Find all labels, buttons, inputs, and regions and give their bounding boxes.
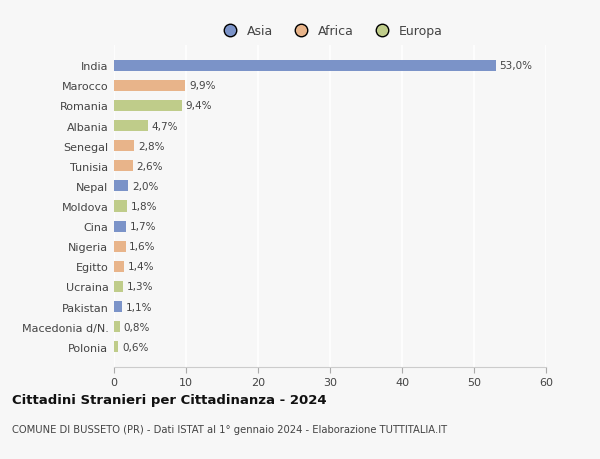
Bar: [114, 221, 126, 232]
Text: 0,8%: 0,8%: [124, 322, 150, 332]
Bar: [114, 81, 185, 92]
Text: 1,8%: 1,8%: [131, 202, 157, 212]
Text: 1,6%: 1,6%: [129, 242, 155, 252]
Bar: [114, 141, 134, 152]
Text: 2,0%: 2,0%: [132, 181, 158, 191]
Text: 9,9%: 9,9%: [189, 81, 215, 91]
Bar: [114, 341, 118, 353]
Text: COMUNE DI BUSSETO (PR) - Dati ISTAT al 1° gennaio 2024 - Elaborazione TUTTITALIA: COMUNE DI BUSSETO (PR) - Dati ISTAT al 1…: [12, 424, 447, 434]
Bar: [114, 302, 122, 313]
Bar: [114, 261, 124, 272]
Bar: [114, 101, 182, 112]
Bar: [114, 181, 128, 192]
Text: 2,6%: 2,6%: [136, 162, 163, 171]
Bar: [114, 61, 496, 72]
Text: 2,8%: 2,8%: [138, 141, 164, 151]
Bar: [114, 201, 127, 212]
Text: 1,3%: 1,3%: [127, 282, 154, 292]
Text: 0,6%: 0,6%: [122, 342, 148, 352]
Legend: Asia, Africa, Europa: Asia, Africa, Europa: [212, 20, 448, 43]
Bar: [114, 321, 120, 332]
Text: 1,1%: 1,1%: [125, 302, 152, 312]
Bar: [114, 281, 124, 292]
Text: 1,4%: 1,4%: [128, 262, 154, 272]
Text: 4,7%: 4,7%: [151, 121, 178, 131]
Bar: [114, 161, 133, 172]
Text: 53,0%: 53,0%: [499, 61, 532, 71]
Bar: [114, 241, 125, 252]
Text: 1,7%: 1,7%: [130, 222, 157, 232]
Text: Cittadini Stranieri per Cittadinanza - 2024: Cittadini Stranieri per Cittadinanza - 2…: [12, 393, 326, 406]
Text: 9,4%: 9,4%: [185, 101, 212, 111]
Bar: [114, 121, 148, 132]
